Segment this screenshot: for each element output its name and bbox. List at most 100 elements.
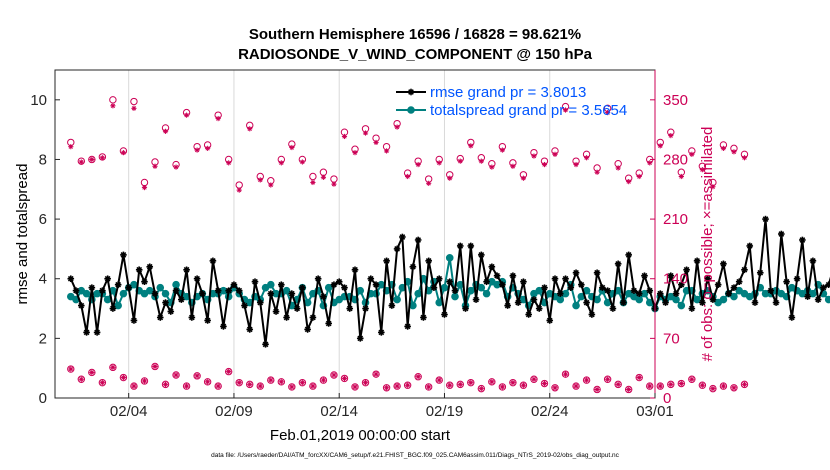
rmse-point (614, 260, 622, 268)
obs-assimilated-marker (173, 164, 179, 170)
obs-possible-marker-low (288, 383, 296, 391)
obs-assimilated-marker (510, 163, 516, 169)
rmse-point (162, 299, 169, 306)
rmse-point (135, 266, 143, 274)
obs-assimilated-marker-low (510, 380, 516, 386)
rmse-point (504, 302, 511, 309)
rmse-point (288, 290, 296, 297)
rmse-point (762, 215, 769, 223)
obs-assimilated-marker (289, 144, 295, 151)
obs-possible-marker-low (161, 380, 170, 389)
rmse-point (735, 278, 743, 286)
totalspread-point (145, 286, 154, 295)
obs-assimilated-marker-low (605, 376, 611, 382)
x-tick-label: 02/04 (110, 403, 148, 420)
obs-assimilated-marker-low (499, 384, 505, 390)
rmse-point (520, 278, 527, 286)
obs-assimilated-marker (657, 143, 663, 149)
obs-assimilated-marker-low (405, 382, 411, 388)
obs-possible-marker-low (498, 383, 507, 391)
obs-assimilated-marker-low (699, 382, 705, 388)
obs-assimilated-marker (131, 105, 137, 111)
obs-possible-marker-low (730, 384, 738, 392)
obs-assimilated-marker (205, 145, 211, 151)
obs-assimilated-marker-low (594, 386, 600, 393)
rmse-point (399, 233, 406, 241)
rmse-point (220, 323, 227, 330)
rmse-point (693, 257, 701, 265)
obs-possible-marker-low (330, 371, 338, 379)
obs-possible-marker-low (214, 382, 222, 390)
rmse-point (478, 251, 485, 259)
x-tick-label: 02/09 (215, 403, 253, 420)
obs-assimilated-marker (247, 126, 253, 132)
rmse-point (151, 290, 159, 297)
obs-assimilated-marker-low (120, 374, 127, 381)
rmse-point (541, 284, 548, 291)
obs-assimilated-marker-low (362, 380, 369, 386)
obs-assimilated-marker-low (447, 382, 453, 388)
rmse-point (304, 326, 311, 333)
obs-possible-marker-low (488, 378, 496, 386)
rmse-point (778, 230, 785, 238)
rmse-point (493, 272, 501, 280)
obs-assimilated-marker-low (689, 376, 695, 382)
y2-tick-label: 70 (663, 330, 680, 347)
x-tick-label: 02/24 (531, 403, 569, 420)
rmse-point (704, 275, 711, 283)
rmse-point (293, 305, 301, 312)
y-tick-label: 6 (39, 211, 47, 228)
rmse-point (167, 308, 175, 315)
obs-assimilated-marker (383, 148, 390, 154)
rmse-point (483, 278, 490, 286)
obs-assimilated-marker-low (615, 381, 621, 387)
obs-possible-marker-low (109, 363, 117, 372)
y2-tick-label: 0 (663, 390, 671, 407)
rmse-point (635, 290, 643, 297)
rmse-point (72, 287, 80, 294)
obs-possible-marker-low (298, 378, 307, 387)
obs-assimilated-marker-low (720, 383, 727, 389)
obs-possible-marker-low (656, 382, 664, 390)
obs-assimilated-marker (415, 161, 421, 168)
x-tick-label: 02/14 (320, 403, 358, 420)
rmse-point (309, 314, 317, 321)
obs-assimilated-marker (162, 128, 169, 134)
obs-assimilated-marker-low (78, 376, 84, 382)
rmse-point (678, 281, 685, 288)
obs-possible-marker-low (130, 382, 138, 390)
rmse-point (567, 284, 575, 291)
rmse-point (199, 290, 206, 297)
obs-assimilated-marker (373, 139, 379, 146)
rmse-point (583, 299, 590, 306)
rmse-point (609, 305, 617, 312)
obs-assimilated-marker (99, 155, 105, 161)
obs-assimilated-marker (68, 144, 74, 150)
rmse-point (767, 287, 775, 294)
obs-assimilated-marker (636, 173, 642, 180)
obs-assimilated-marker-low (383, 385, 390, 391)
obs-possible-marker-low (88, 368, 96, 377)
obs-possible-marker-low (698, 381, 707, 389)
rmse-point (530, 296, 538, 303)
rmse-point (751, 299, 759, 306)
rmse-point (283, 314, 290, 321)
totalspread-point (356, 286, 365, 295)
obs-assimilated-marker (194, 147, 200, 153)
rmse-point (667, 272, 675, 280)
obs-assimilated-marker-low (89, 369, 95, 376)
rmse-point (730, 284, 738, 291)
y2-tick-label: 280 (663, 151, 688, 168)
obs-possible-marker-low (667, 380, 675, 389)
rmse-point (725, 290, 732, 297)
rmse-point (630, 287, 638, 294)
rmse-point (172, 287, 180, 294)
obs-assimilated-marker (615, 165, 621, 171)
obs-assimilated-marker-low (110, 364, 116, 370)
rmse-point (99, 287, 106, 294)
obs-possible-marker-low (382, 384, 391, 392)
obs-assimilated-marker-low (657, 383, 663, 389)
rmse-point (620, 299, 627, 306)
obs-assimilated-marker (89, 156, 95, 163)
obs-assimilated-marker (541, 161, 548, 168)
